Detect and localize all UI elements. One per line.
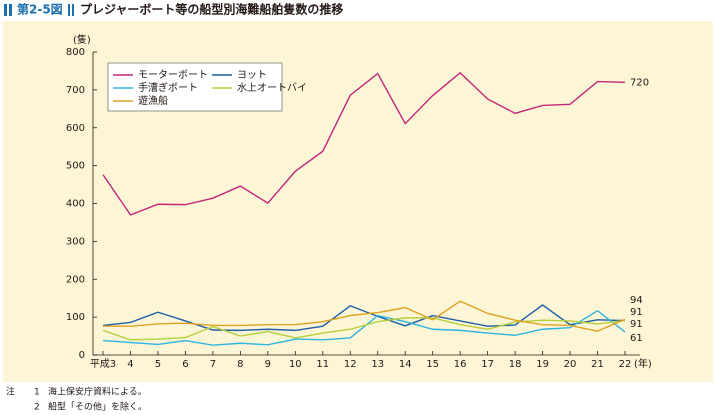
x-tick-label: 14 (399, 359, 412, 370)
series-line (102, 317, 626, 341)
legend-label: モーターボート (138, 69, 208, 81)
end-value-label: 91 (630, 319, 643, 330)
x-tick-label: 7 (210, 359, 216, 370)
x-tick-label: 12 (344, 359, 357, 370)
y-tick-label: 700 (66, 85, 85, 96)
x-tick-label: 21 (591, 359, 604, 370)
x-tick-label: 17 (481, 359, 494, 370)
end-value-label: 91 (630, 307, 643, 318)
x-tick-label: 11 (316, 359, 329, 370)
figure-label: 第2-5図 (17, 2, 63, 17)
x-tick-label: 平成3 (90, 358, 116, 370)
x-tick-label: 13 (371, 359, 384, 370)
x-tick-label: 9 (265, 359, 271, 370)
end-value-label: 720 (630, 77, 649, 88)
note-number: 2 (34, 403, 40, 413)
y-axis-label: (隻) (73, 33, 91, 46)
x-tick-label: 20 (564, 359, 577, 370)
x-tick-label: 8 (237, 359, 243, 370)
note-text: 海上保安庁資料による。 (48, 386, 147, 398)
x-tick-label: 5 (155, 359, 161, 370)
header-bar (68, 4, 70, 16)
legend-label: 遊漁船 (138, 94, 168, 107)
y-tick-label: 400 (66, 199, 85, 210)
legend-label: 手漕ぎボート (138, 81, 198, 94)
note-text: 船型「その他」を除く。 (48, 401, 147, 413)
x-axis-label: (年) (634, 357, 652, 370)
x-tick-label: 22 (619, 359, 632, 370)
chart-title: プレジャーボート等の船型別海難船舶隻数の推移 (80, 2, 343, 17)
y-tick-label: 100 (66, 312, 85, 323)
legend-label: ヨット (237, 70, 267, 81)
legend-label: 水上オートバイ (237, 82, 307, 94)
note-number: 1 (34, 388, 40, 398)
end-value-label: 61 (630, 333, 643, 344)
x-tick-label: 16 (454, 359, 467, 370)
y-tick-label: 300 (66, 236, 85, 247)
y-tick-label: 600 (66, 123, 85, 134)
series-line (102, 71, 626, 216)
x-tick-label: 18 (509, 359, 522, 370)
x-tick-label: 4 (127, 359, 133, 370)
x-tick-label: 6 (182, 359, 188, 370)
end-value-label: 94 (630, 295, 643, 306)
notes-label: 注 (6, 386, 15, 398)
x-tick-label: 19 (536, 359, 549, 370)
y-tick-label: 800 (66, 47, 85, 58)
header-bar (4, 4, 7, 16)
legend (107, 62, 283, 112)
notes: 注 (6, 386, 15, 398)
y-tick-label: 500 (66, 161, 85, 172)
header-bar (9, 4, 12, 16)
series-line (102, 304, 626, 332)
series-line (102, 309, 626, 346)
series-line (103, 300, 626, 332)
y-tick-label: 0 (79, 350, 85, 361)
x-tick-label: 10 (289, 359, 302, 370)
x-tick-label: 15 (426, 359, 439, 370)
y-tick-label: 200 (66, 274, 85, 285)
header-bar (72, 4, 74, 16)
